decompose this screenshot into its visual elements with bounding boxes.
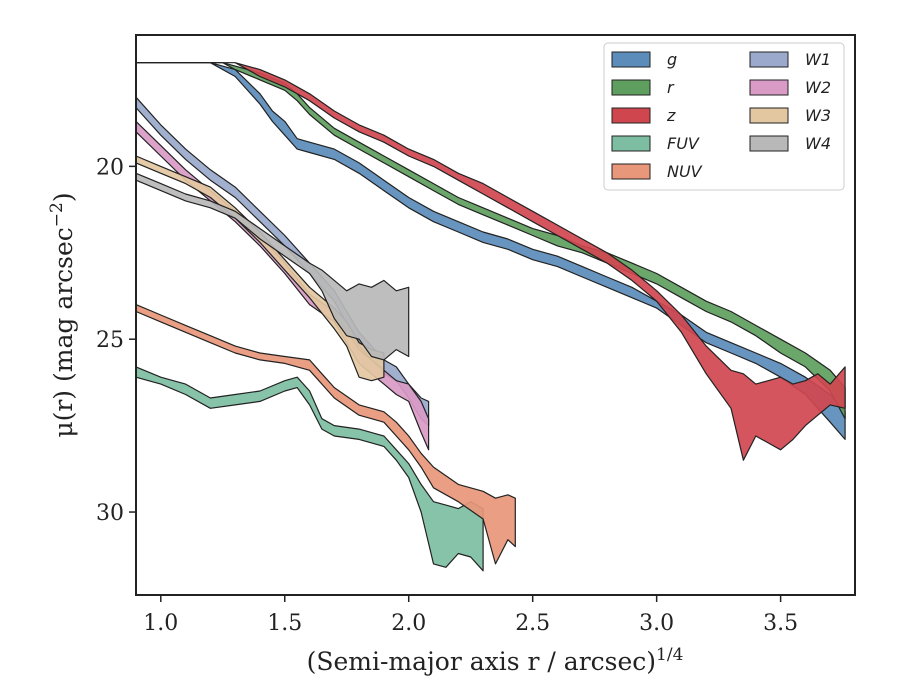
x-tick-label: 3.0 [639, 611, 674, 636]
legend-swatch-w4 [749, 135, 789, 152]
legend-label-w1: W1 [805, 50, 831, 69]
plot-frame [135, 34, 856, 596]
x-tick-label: 3.5 [763, 611, 798, 636]
band-g-profile [135, 62, 846, 440]
x-tick-label: 1.0 [143, 611, 178, 636]
legend-swatch-w1 [749, 51, 789, 68]
legend-label-w4: W4 [805, 134, 831, 153]
legend-swatch-z [611, 107, 651, 124]
x-tick-label: 2.0 [391, 611, 426, 636]
x-axis-title: (Semi-major axis r / arcsec)1/4 [307, 645, 684, 676]
y-tick-label: 25 [96, 328, 124, 353]
band-nuv-profile [135, 304, 516, 565]
legend-label-z: z [666, 106, 676, 125]
band-w4-profile [135, 172, 410, 361]
y-axis-title: μ(r) (mag arcsec−2) [47, 192, 78, 437]
band-z-profile [135, 62, 846, 461]
y-tick-label: 30 [96, 501, 124, 526]
y-axis-ticks: 20 25 30 [96, 155, 136, 526]
legend-swatch-fuv [611, 135, 651, 152]
legend-label-g: g [667, 50, 677, 69]
x-tick-label: 2.5 [515, 611, 550, 636]
legend-label-r: r [667, 78, 675, 97]
band-fuv-profile [135, 366, 484, 572]
legend: grz FUV NUV W1 W2 W3 W4 [603, 42, 845, 191]
x-tick-label: 1.5 [267, 611, 302, 636]
legend-swatch-g [611, 51, 651, 68]
legend-items: grz FUV NUV W1 W2 W3 W4 [611, 50, 831, 181]
legend-label-nuv: NUV [667, 162, 703, 181]
legend-swatch-r [611, 79, 651, 96]
legend-label-w2: W2 [805, 78, 831, 97]
legend-swatch-nuv [611, 163, 651, 180]
y-tick-label: 20 [96, 155, 124, 180]
legend-label-fuv: FUV [667, 134, 700, 153]
legend-label-w3: W3 [805, 106, 831, 125]
x-axis-ticks: 1.0 1.5 2.0 2.5 3.0 3.5 [143, 595, 798, 636]
legend-swatch-w3 [749, 107, 789, 124]
band-profiles [135, 62, 846, 572]
legend-swatch-w2 [749, 79, 789, 96]
